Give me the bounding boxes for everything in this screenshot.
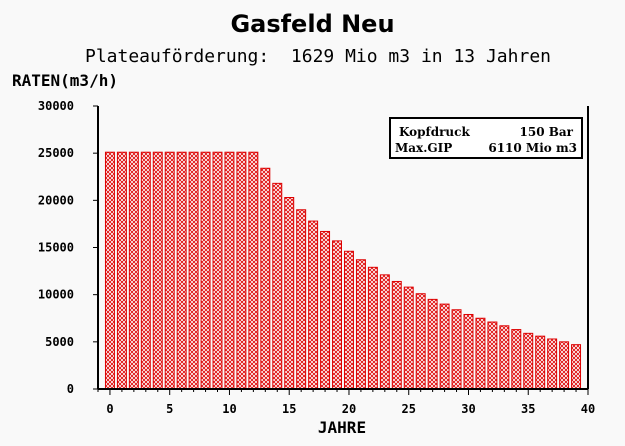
bar — [571, 344, 582, 390]
bar — [391, 280, 402, 390]
bar — [439, 303, 450, 390]
bar — [355, 259, 366, 390]
bar — [308, 220, 319, 390]
y-tick-label: 5000 — [45, 335, 74, 349]
y-tick-label: 20000 — [38, 193, 74, 207]
x-tick-label: 5 — [166, 402, 173, 416]
bar — [343, 250, 354, 390]
bar — [463, 313, 474, 390]
bar — [248, 151, 259, 390]
y-tick-label: 25000 — [38, 146, 74, 160]
legend-box: Kopfdruck 150 Bar Max.GIP 6110 Mio m3 — [389, 117, 583, 159]
legend-label-max-gip: Max.GIP — [395, 141, 452, 155]
bar — [547, 338, 558, 390]
bar — [164, 151, 175, 390]
x-tick-label: 30 — [461, 402, 475, 416]
bar — [188, 151, 199, 390]
x-axis-label: JAHRE — [318, 418, 366, 437]
bar — [152, 151, 163, 390]
bar — [104, 151, 115, 390]
bar-series — [104, 151, 582, 390]
x-tick-label: 35 — [521, 402, 535, 416]
bar — [367, 266, 378, 390]
bar — [427, 298, 438, 390]
x-tick-label: 25 — [402, 402, 416, 416]
bar — [415, 293, 426, 390]
bar — [379, 274, 390, 390]
x-tick-label: 20 — [342, 402, 356, 416]
chart-title: Gasfeld Neu — [230, 10, 395, 38]
bar — [212, 151, 223, 390]
bar — [296, 209, 307, 390]
legend-value-max-gip: 6110 Mio m3 — [488, 141, 577, 155]
y-axis-ticks: 0 5000 10000 15000 20000 25000 30000 — [38, 99, 98, 396]
bar — [176, 151, 187, 390]
bar — [475, 317, 486, 390]
bar — [320, 230, 331, 390]
bar — [200, 151, 211, 390]
bar — [332, 240, 343, 390]
bar — [487, 321, 498, 390]
x-axis-ticks: 0 5 10 15 20 25 30 35 40 — [97, 389, 595, 416]
y-tick-label: 15000 — [38, 241, 74, 255]
bar — [523, 332, 534, 390]
legend-value-kopfdruck: 150 Bar — [520, 125, 574, 139]
x-tick-label: 15 — [282, 402, 296, 416]
x-tick-label: 10 — [222, 402, 236, 416]
legend-frame — [389, 117, 583, 159]
y-tick-label: 10000 — [38, 288, 74, 302]
legend-label-kopfdruck: Kopfdruck — [399, 125, 470, 139]
bar — [559, 341, 570, 390]
x-tick-label: 0 — [106, 402, 113, 416]
chart-subtitle: Plateauförderung: 1629 Mio m3 in 13 Jahr… — [85, 46, 551, 67]
bar — [140, 151, 151, 390]
bar — [236, 151, 247, 390]
bar — [535, 335, 546, 390]
bar — [224, 151, 235, 390]
bar — [284, 197, 295, 390]
y-tick-label: 30000 — [38, 99, 74, 113]
bar — [260, 167, 271, 390]
bar — [451, 309, 462, 390]
bar — [511, 329, 522, 390]
bar — [499, 325, 510, 390]
x-tick-label: 40 — [581, 402, 595, 416]
bar — [128, 151, 139, 390]
bar — [116, 151, 127, 390]
bar — [272, 182, 283, 390]
y-axis-label: RATEN(m3/h) — [12, 71, 118, 90]
y-tick-label: 0 — [67, 382, 74, 396]
bar — [403, 286, 414, 390]
